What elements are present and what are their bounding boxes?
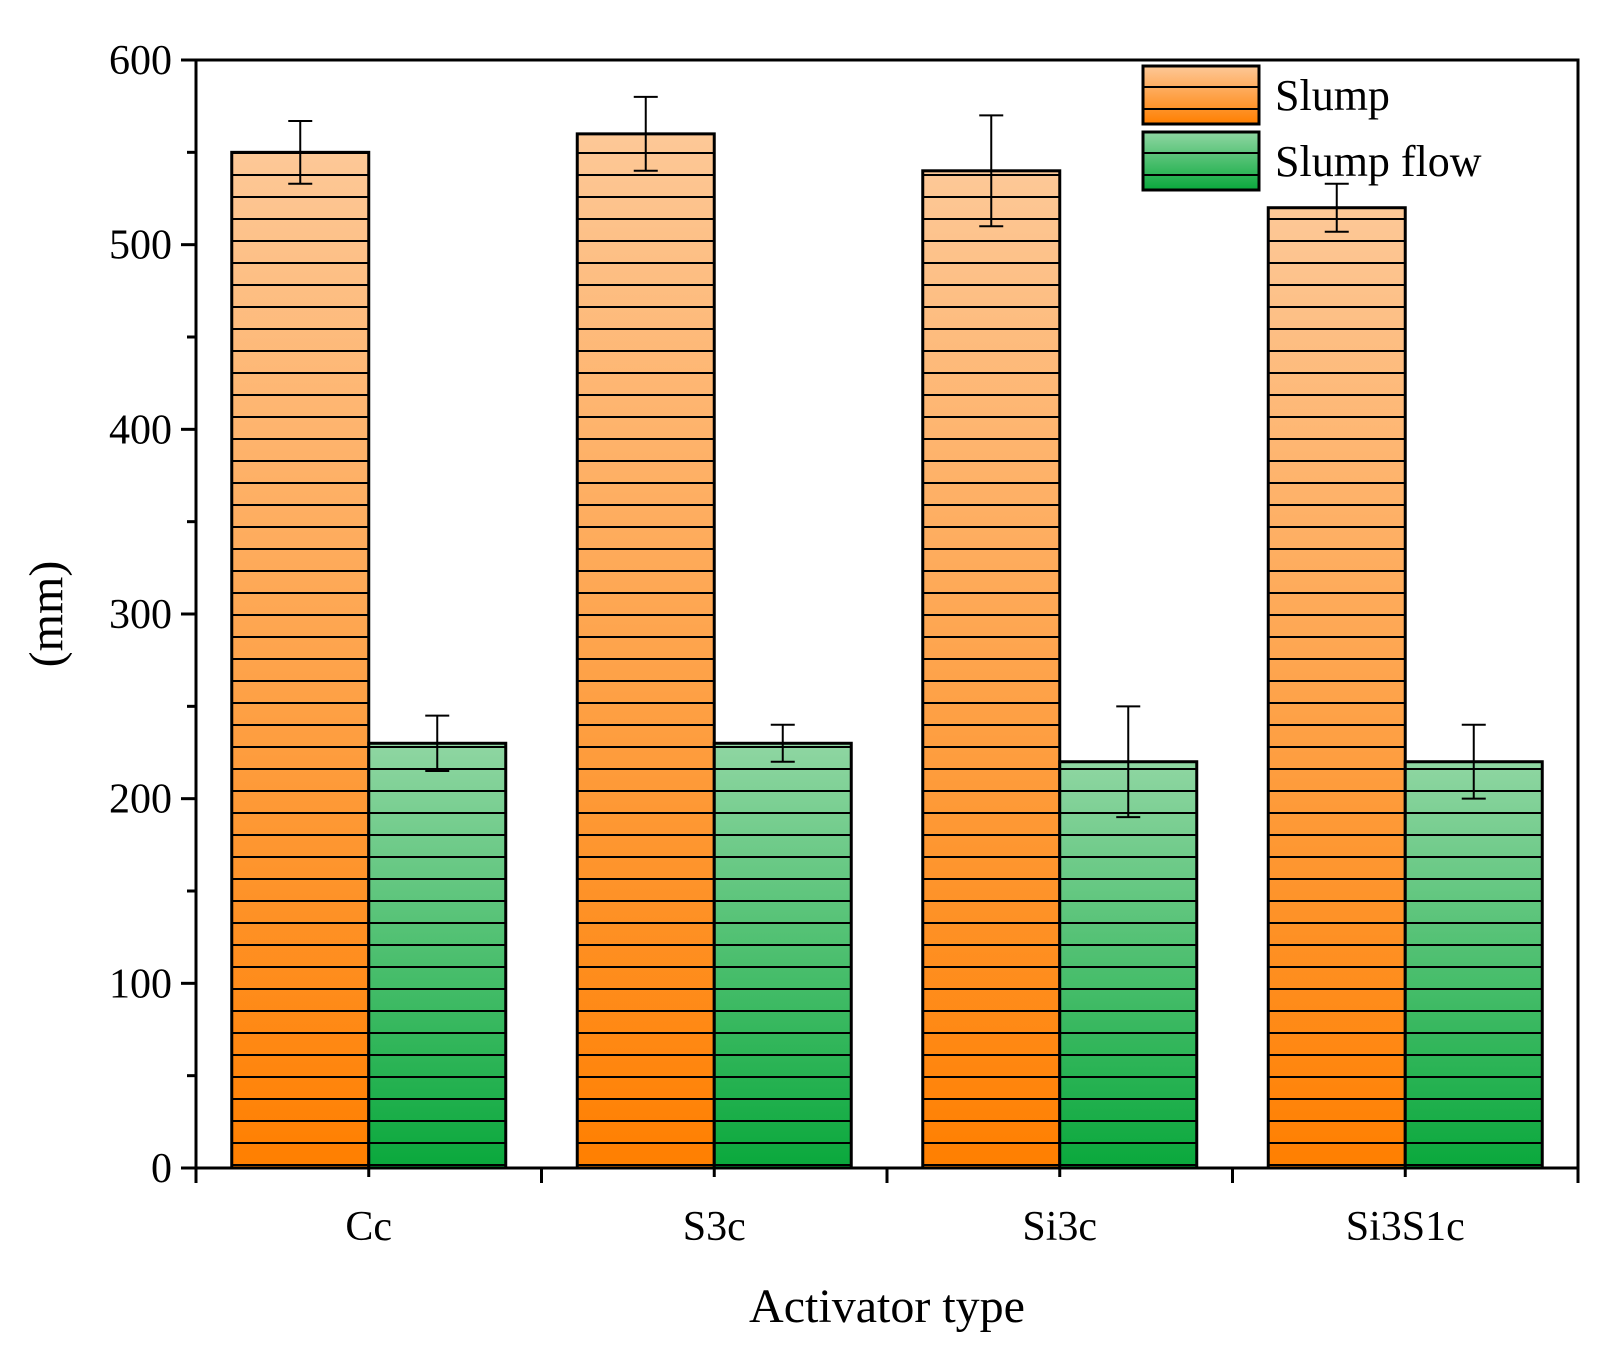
y-tick-label: 600 [109, 38, 172, 84]
bar-hatch-slump-flow-si3s1c [1405, 761, 1543, 1168]
y-tick-label: 300 [109, 592, 172, 638]
bar-hatch-slump-si3c [922, 170, 1060, 1169]
legend-label-slump-flow: Slump flow [1275, 137, 1482, 186]
y-tick-label: 500 [109, 223, 172, 269]
bar-hatch-slump-flow-s3c [714, 743, 852, 1168]
legend-swatch-hatch-slump-flow [1143, 132, 1259, 190]
y-tick-label: 100 [109, 961, 172, 1007]
legend-label-slump: Slump [1275, 71, 1390, 120]
x-tick-label-si3c: Si3c [1022, 1204, 1097, 1250]
legend-swatch-outline-slump [1141, 64, 1261, 126]
x-axis: Cc S3c Si3c Si3S1c [194, 1168, 1580, 1250]
legend-swatch-hatch-slump [1143, 66, 1259, 124]
legend: Slump Slump flow [1141, 64, 1482, 192]
bar-hatch-slump-flow-si3c [1059, 761, 1197, 1168]
error-bars-group [288, 95, 1486, 819]
x-tick-label-si3s1c: Si3S1c [1346, 1204, 1465, 1250]
bars-group [230, 132, 1544, 1170]
y-axis-title: (mm) [20, 561, 73, 668]
bar-hatch-slump-cc [231, 152, 369, 1169]
legend-swatch-outline-slump-flow [1141, 130, 1261, 192]
x-axis-title: Activator type [749, 1280, 1025, 1333]
y-tick-label: 400 [109, 407, 172, 453]
x-tick-label-cc: Cc [345, 1204, 392, 1250]
bar-hatch-slump-s3c [577, 133, 715, 1168]
bar-hatch-slump-flow-cc [368, 743, 506, 1168]
x-tick-label-s3c: S3c [683, 1204, 746, 1250]
y-tick-label: 200 [109, 777, 172, 823]
bar-hatch-slump-si3s1c [1268, 207, 1406, 1168]
y-tick-label: 0 [151, 1146, 172, 1192]
y-axis: 0 100 200 300 400 500 600 [109, 38, 196, 1192]
